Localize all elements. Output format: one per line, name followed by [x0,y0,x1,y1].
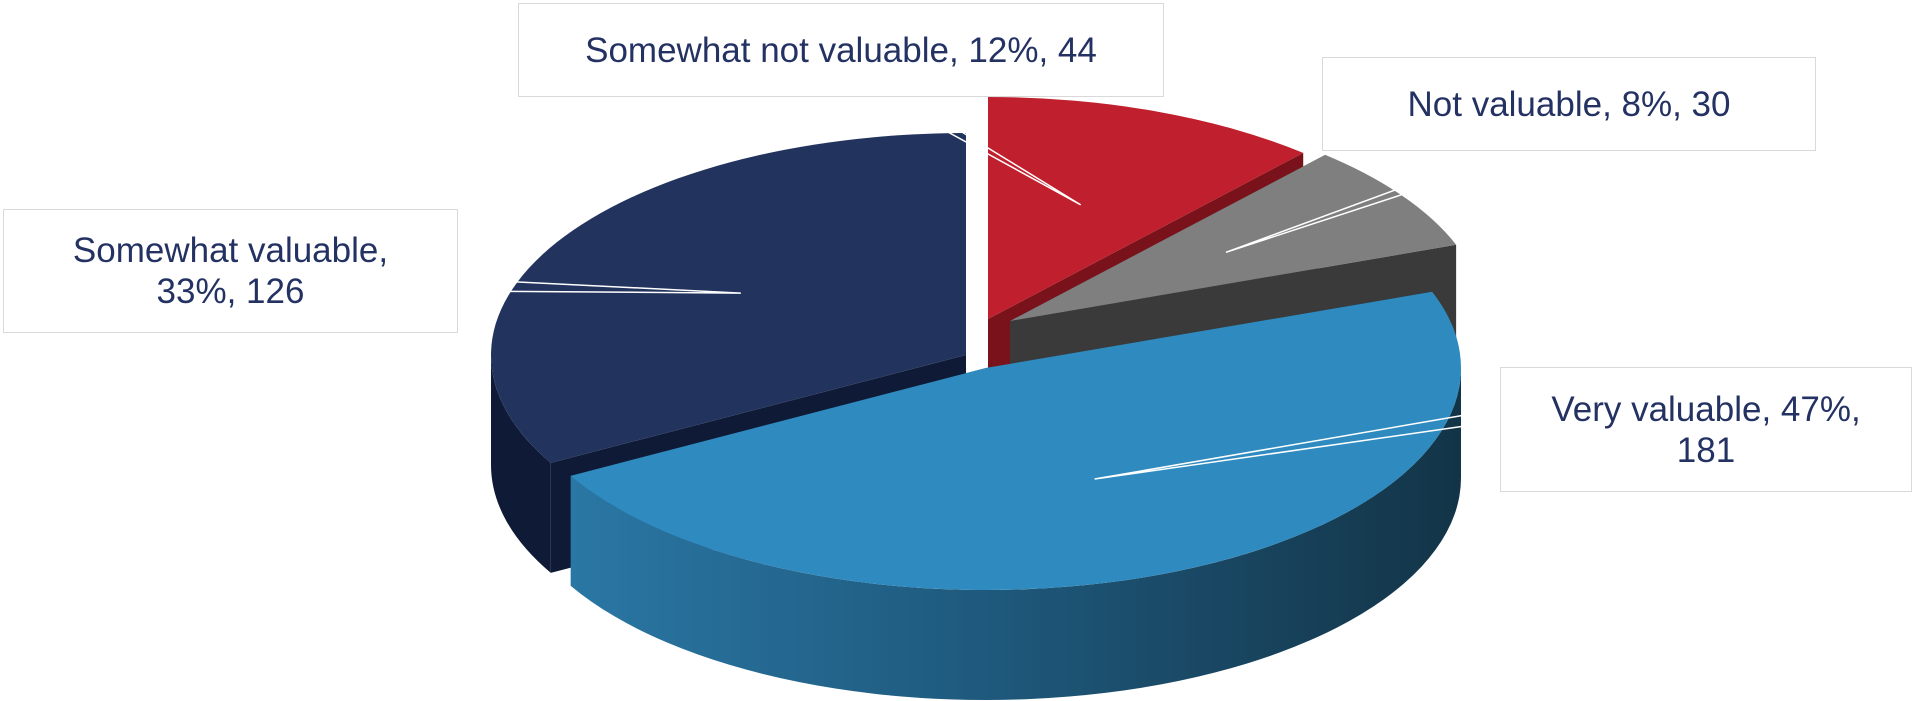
leader-line [1225,143,1521,253]
data-label-somewhat-valuable: Somewhat valuable, 33%, 126 [3,209,458,333]
slice-top [491,133,966,463]
leader-line [1094,408,1501,480]
data-label-text: Somewhat not valuable, 12%, 44 [585,30,1097,70]
data-label-not-valuable: Not valuable, 8%, 30 [1322,57,1816,151]
leader-line [894,90,1082,206]
data-label-text: Somewhat valuable, 33%, 126 [72,231,389,311]
slice-outer-wall [570,368,1461,700]
slice-top [570,291,1461,590]
data-label-text: Not valuable, 8%, 30 [1407,84,1731,124]
data-label-very-valuable: Very valuable, 47%, 181 [1500,367,1912,492]
slice-outer-wall [491,355,551,573]
slice-top [988,97,1304,319]
data-label-somewhat-not-valuable: Somewhat not valuable, 12%, 44 [518,3,1164,97]
slice-top [1010,154,1457,321]
slice-very-valuable [570,291,1461,700]
leader-line [457,278,741,294]
data-label-text: Very valuable, 47%, 181 [1551,389,1861,470]
